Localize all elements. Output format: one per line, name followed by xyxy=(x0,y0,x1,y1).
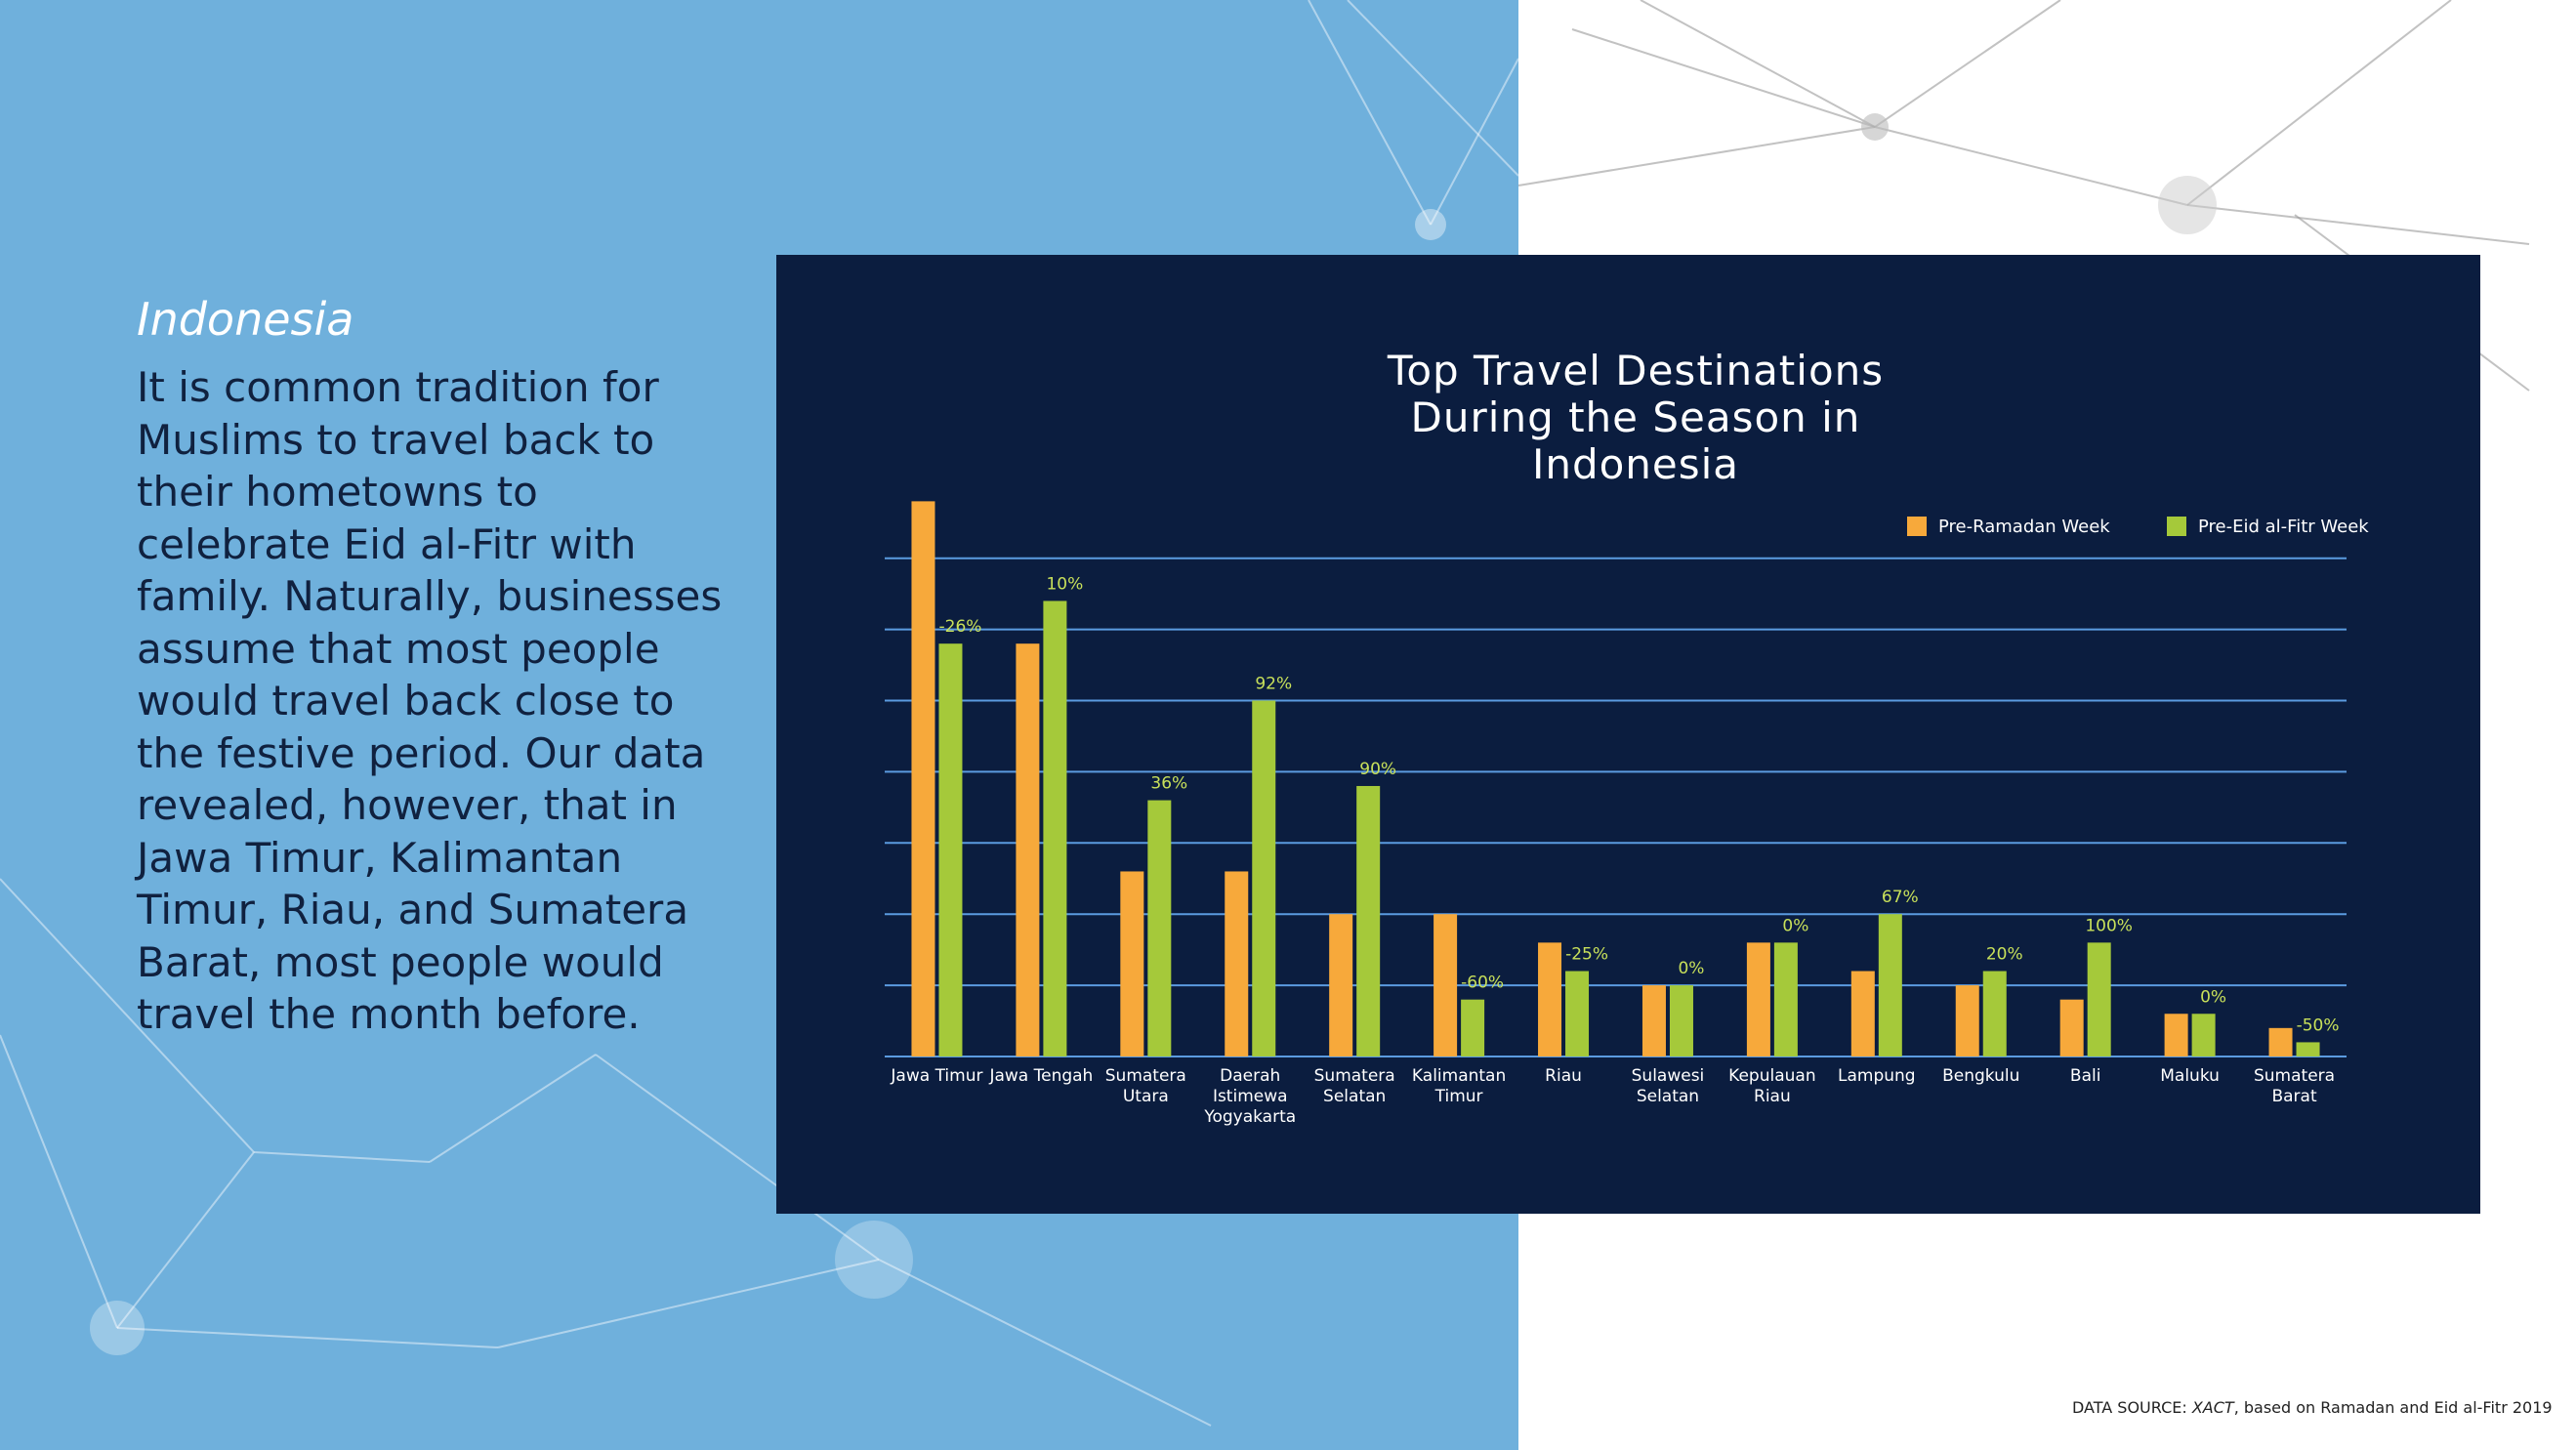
x-tick-label: Kalimantan Timur xyxy=(1411,1066,1507,1106)
source-name: XACT xyxy=(2191,1398,2234,1417)
heading: Indonesia xyxy=(137,293,354,346)
x-tick-label: Sumatera Selatan xyxy=(1313,1066,1395,1106)
legend-swatch xyxy=(2167,517,2186,536)
change-label: -25% xyxy=(1565,945,1608,965)
bar xyxy=(1329,914,1353,1056)
data-source: DATA SOURCE: XACT, based on Ramadan and … xyxy=(2072,1398,2553,1417)
change-label: 10% xyxy=(1046,574,1083,594)
change-label: 0% xyxy=(1782,916,1808,935)
change-label: 20% xyxy=(1986,945,2023,965)
bar xyxy=(2164,1014,2188,1056)
chart-panel: Pre-Ramadan Week Pre-Eid al-Fitr Week -26%… xyxy=(776,255,2480,1214)
bar xyxy=(2059,999,2084,1056)
source-prefix: DATA SOURCE: xyxy=(2072,1398,2192,1417)
chart: Pre-Ramadan Week Pre-Eid al-Fitr Week -26%… xyxy=(885,501,2369,1057)
x-tick-label: Sulawesi Selatan xyxy=(1631,1066,1705,1106)
bar xyxy=(1641,985,1666,1056)
x-tick-label: Bengkulu xyxy=(1942,1066,2020,1086)
x-tick-label: Jawa Tengah xyxy=(989,1066,1094,1086)
bar xyxy=(1043,601,1067,1056)
legend-label: Pre-Eid al-Fitr Week xyxy=(2198,517,2369,537)
change-label: -26% xyxy=(939,617,982,637)
bar xyxy=(1850,971,1875,1056)
change-label: 100% xyxy=(2085,916,2133,935)
bar xyxy=(1773,942,1798,1056)
bar xyxy=(1147,800,1172,1056)
bar xyxy=(1878,914,1902,1056)
legend-swatch xyxy=(1907,517,1927,536)
x-tick-label: Kepulauan Riau xyxy=(1728,1066,1816,1106)
x-tick-label: Jawa Timur xyxy=(891,1066,983,1086)
bar xyxy=(2191,1014,2216,1056)
bar xyxy=(1669,985,1693,1056)
bar xyxy=(2087,942,2111,1056)
change-label: -60% xyxy=(1461,974,1504,993)
x-tick-label: Bali xyxy=(2069,1066,2101,1086)
body-text: It is common tradition for Muslims to tr… xyxy=(137,363,723,1038)
change-label: -50% xyxy=(2297,1015,2340,1035)
bar xyxy=(911,501,935,1056)
bar xyxy=(1746,942,1770,1056)
bar xyxy=(2268,1027,2293,1056)
bar xyxy=(1433,914,1458,1056)
bar xyxy=(1538,942,1562,1056)
source-suffix: , based on Ramadan and Eid al-Fitr 2019 xyxy=(2233,1398,2553,1417)
bar xyxy=(1461,999,1485,1056)
change-label: 90% xyxy=(1359,760,1396,779)
bar xyxy=(1120,871,1144,1056)
x-tick-label: Lampung xyxy=(1838,1066,1916,1086)
chart-title: Top Travel Destinations During the Seaso… xyxy=(1387,347,1885,488)
change-label: 36% xyxy=(1150,774,1187,794)
change-label: 0% xyxy=(2200,987,2226,1007)
x-tick-label: Sumatera Utara xyxy=(1104,1066,1186,1106)
legend-label: Pre-Ramadan Week xyxy=(1938,517,2110,537)
bar xyxy=(1016,643,1040,1056)
bar xyxy=(1356,785,1381,1056)
x-tick-label: Riau xyxy=(1545,1066,1582,1086)
x-tick-label: Maluku xyxy=(2160,1066,2220,1086)
bar xyxy=(1252,700,1276,1056)
bar xyxy=(1982,971,2007,1056)
bar xyxy=(1565,971,1590,1056)
change-label: 92% xyxy=(1255,675,1292,694)
bar xyxy=(938,643,963,1056)
bar xyxy=(2296,1042,2320,1056)
change-label: 67% xyxy=(1882,888,1919,907)
x-tick-label: Daerah Istimewa Yogyakarta xyxy=(1204,1066,1297,1127)
bar xyxy=(1955,985,1979,1056)
bar xyxy=(1225,871,1249,1056)
change-label: 0% xyxy=(1678,959,1704,978)
x-tick-label: Sumatera Barat xyxy=(2253,1066,2336,1106)
